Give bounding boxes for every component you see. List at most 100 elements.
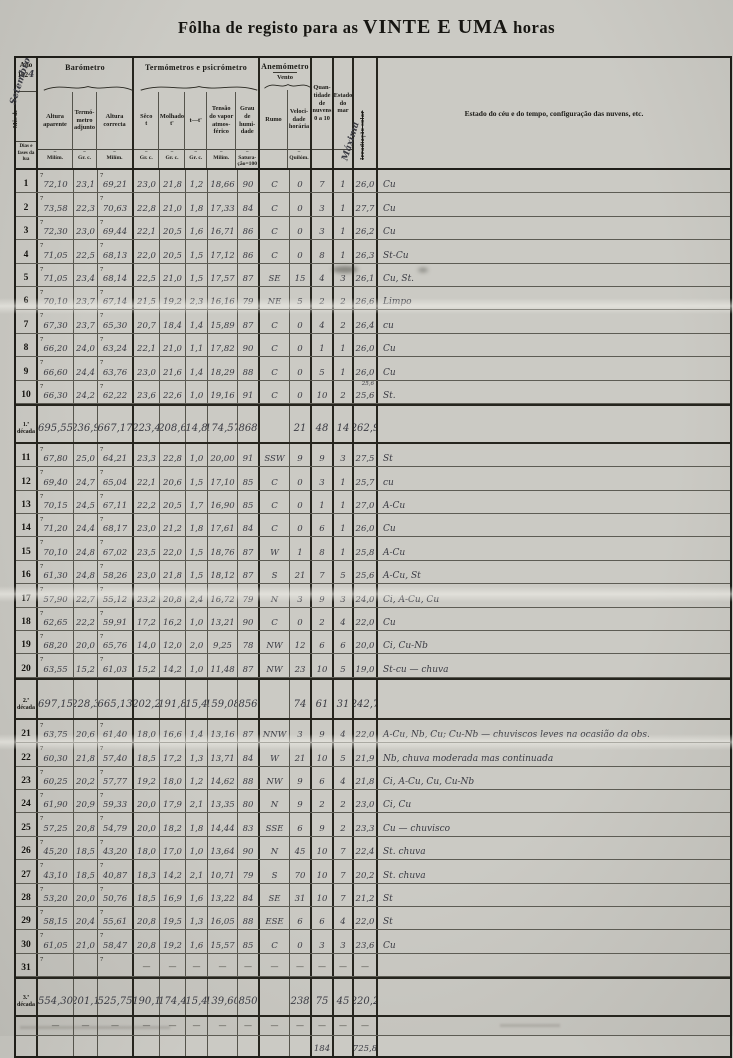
table-header: Ano 1924 Mês de Setembro Dias e fases da…: [8, 56, 730, 170]
cell-molhado: 21,0: [160, 333, 186, 357]
cell-nuvens: 10: [312, 860, 334, 883]
cell-altura-correcta: 7 59,33: [98, 789, 134, 813]
cell-rumo: SSE: [260, 813, 290, 836]
cell-t-menos-t: 1,4: [186, 310, 208, 333]
cell-tensao-vapor: 15,57: [208, 930, 238, 953]
cell-estado-ceu: Cu — chuvisco: [383, 823, 451, 834]
cell-seco: 190,1: [134, 979, 160, 1016]
cell-tensao-vapor: 16,90: [208, 490, 238, 514]
cell-seco: 18,5: [134, 743, 160, 766]
cell-altura-correcta: —: [98, 1017, 134, 1036]
cell-seco: 22,5: [134, 263, 160, 286]
table-row: 9 7 66,60 24,4 7 63,76 23,0 21,6 1,4 18,29…: [16, 357, 730, 381]
cell-rumo: S: [260, 560, 290, 584]
cell-altura-aparente: 7 43,10: [38, 860, 74, 883]
cell-nuvens: 3: [312, 216, 334, 240]
cell-seco: 23,2: [134, 584, 160, 607]
cell-tensao-vapor: 13,64: [208, 836, 238, 860]
cell-rumo: [260, 1036, 290, 1057]
cell-rumo: C: [260, 514, 290, 537]
day-cell: 25: [16, 813, 38, 836]
cell-seco: 22,0: [134, 240, 160, 263]
cell-rumo: C: [260, 467, 290, 490]
wind-label: Vento: [276, 74, 293, 81]
cell-estado-mar: 5: [334, 654, 354, 677]
cell-humidade: 88: [238, 906, 260, 930]
cell-molhado: 17,2: [160, 743, 186, 766]
printed-7: 7: [40, 195, 44, 203]
cell-tensao-vapor: 18,66: [208, 170, 238, 193]
cell-altura-correcta: 7 68,13: [98, 240, 134, 263]
cell-altura-aparente: —: [38, 1017, 74, 1036]
cell-rumo: C: [260, 170, 290, 193]
cell-estado-mar: 3: [334, 930, 354, 953]
day-cell: 31: [16, 953, 38, 977]
table-row: 26 7 45,20 18,5 7 43,20 18,0 17,0 1,0 13,6…: [16, 836, 730, 861]
cell-rumo: W: [260, 537, 290, 560]
cell-t-menos-t: —: [186, 953, 208, 977]
cell-nuvens: 2: [312, 286, 334, 310]
cell-termometro-adjunto: 22,3: [74, 193, 98, 216]
cell-nuvens: 184: [312, 1036, 334, 1057]
printed-7: 7: [100, 539, 104, 547]
cell-termometro-adjunto: 22,7: [74, 584, 98, 607]
cell-molhado: 14,2: [160, 654, 186, 677]
cell-velocidade: 6: [290, 906, 312, 930]
cell-rumo: —: [260, 953, 290, 977]
cell-molhado: 17,9: [160, 789, 186, 813]
cell-nuvens: 4: [312, 263, 334, 286]
month-label: Mês de Setembro: [8, 56, 34, 129]
cell-termometro-adjunto: 20,0: [74, 883, 98, 906]
cell-estado-mar: [334, 1036, 354, 1057]
table-row: 10 7 66,30 24,2 7 62,22 23,6 22,6 1,0 19,1…: [16, 380, 730, 404]
col-grau-humidade: Grau de humi-dade: [239, 104, 256, 136]
cell-estado-mar: 4: [334, 766, 354, 789]
cell-t-menos-t: 14,8: [186, 405, 208, 442]
cell-nuvens: 10: [312, 654, 334, 677]
header-sky-description: Estado do céu e do tempo, configuração d…: [464, 108, 644, 118]
cell-estado-ceu: Cu: [383, 203, 396, 214]
cell-molhado: 16,2: [160, 607, 186, 631]
cell-termometro-adjunto: 24,0: [74, 333, 98, 357]
cell-maxima: 25,7: [354, 467, 378, 490]
day-cell: 26: [16, 836, 38, 860]
printed-7: 7: [100, 932, 104, 940]
cell-termometro-adjunto: 21,0: [74, 930, 98, 953]
cell-rumo: SSW: [260, 443, 290, 467]
printed-7: 7: [100, 633, 104, 641]
printed-7: 7: [100, 288, 104, 296]
printed-7: 7: [100, 382, 104, 390]
cell-maxima: 26,2: [354, 216, 378, 240]
cell-seco: 14,0: [134, 631, 160, 654]
cell-humidade: 87: [238, 719, 260, 743]
day-cell: 20: [16, 654, 38, 677]
cell-seco: 15,2: [134, 654, 160, 677]
cell-velocidade: 6: [290, 813, 312, 836]
cell-estado-mar: 31: [334, 679, 354, 718]
cell-t-menos-t: 1,4: [186, 357, 208, 380]
cell-humidade: 87: [238, 654, 260, 677]
cell-t-menos-t: 1,8: [186, 193, 208, 216]
col-altura-correcta: Altura correcta: [103, 112, 126, 128]
day-cell: 1: [16, 170, 38, 193]
day-cell: 11: [16, 443, 38, 467]
cell-tensao-vapor: 9,25: [208, 631, 238, 654]
cell-altura-aparente: 7 61,30: [38, 560, 74, 584]
cell-velocidade: 0: [290, 607, 312, 631]
printed-7: 7: [100, 562, 104, 570]
printed-7: 7: [40, 862, 44, 870]
cell-velocidade: 45: [290, 836, 312, 860]
cell-altura-aparente: 7 66,20: [38, 333, 74, 357]
day-cell: 5: [16, 263, 38, 286]
cell-estado-mar: 5: [334, 560, 354, 584]
cell-tensao-vapor: 17,10: [208, 467, 238, 490]
cell-molhado: 20,5: [160, 240, 186, 263]
cell-termometro-adjunto: 228,3: [74, 679, 98, 718]
cell-altura-aparente: 554,30: [38, 979, 74, 1016]
cell-nuvens: 9: [312, 719, 334, 743]
cell-altura-correcta: 667,17: [98, 405, 134, 442]
cell-estado-mar: 1: [334, 333, 354, 357]
cell-maxima: 24,0: [354, 584, 378, 607]
table-row: 5 7 71,05 23,4 7 68,14 22,5 21,0 1,5 17,57…: [16, 263, 730, 287]
